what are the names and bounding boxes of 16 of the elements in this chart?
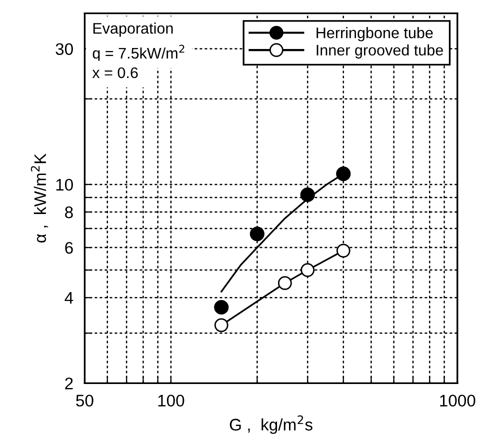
legend-label: Herringbone tube: [316, 27, 433, 42]
y-tick-label: 4: [64, 292, 74, 304]
y-tick-label: 30: [56, 43, 73, 56]
y-tick-label: 6: [65, 242, 73, 254]
x-tick-label: 1000: [440, 394, 476, 407]
y-tick-label: 10: [56, 178, 73, 191]
y-axis-title: α , kW/m$^{2}$K: [30, 154, 48, 243]
x-tick-label: 50: [76, 394, 94, 407]
x-axis-title: G , kg/m$^{2}$s: [230, 415, 312, 434]
x-tick-label: 100: [158, 394, 184, 407]
y-tick-label: 8: [65, 206, 73, 218]
annotation: x = 0.6: [92, 67, 138, 78]
legend-label: Inner grooved tube: [316, 44, 443, 59]
annotation: q = 7.5kW/m$^{2}$: [92, 44, 184, 62]
y-tick-label: 2: [65, 378, 73, 390]
annotation: Evaporation: [93, 22, 173, 37]
